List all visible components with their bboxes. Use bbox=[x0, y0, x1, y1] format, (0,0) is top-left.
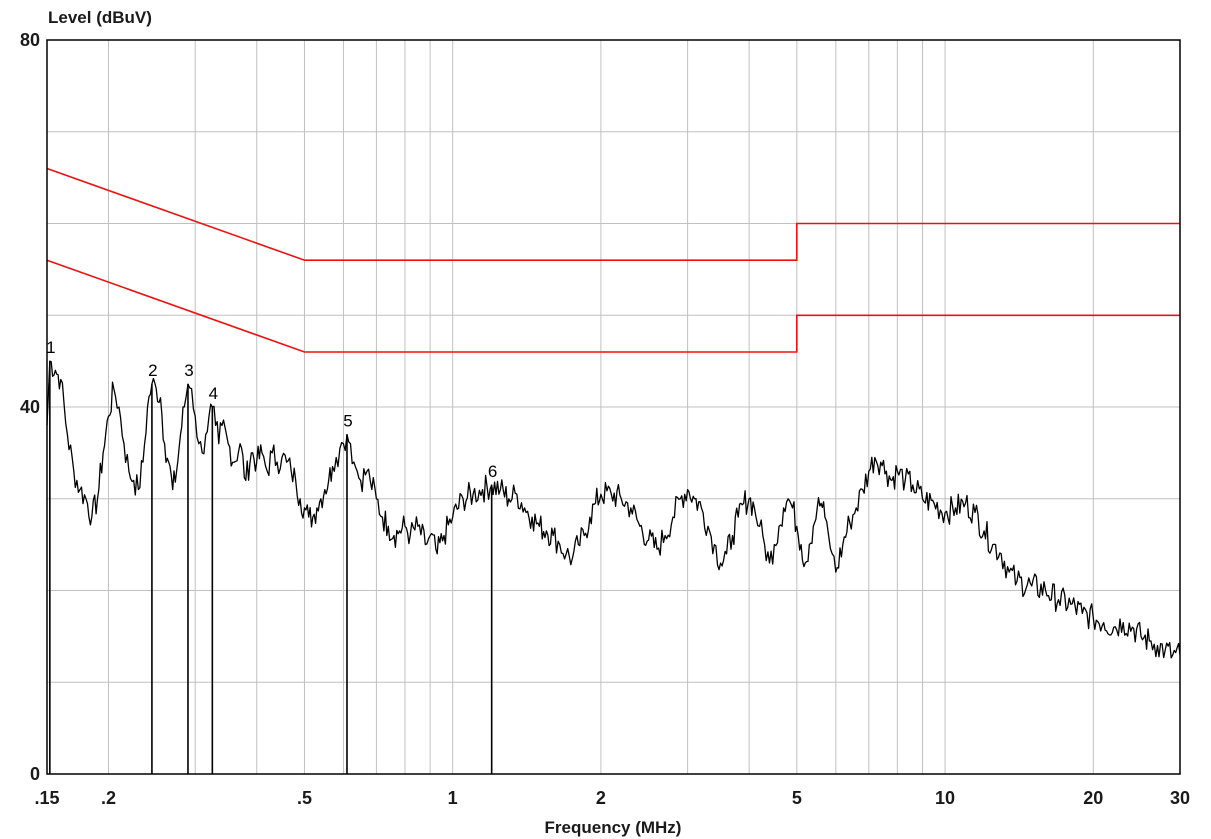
x-tick-label: .2 bbox=[101, 788, 116, 808]
y-tick-labels: 80 40 0 bbox=[20, 30, 40, 784]
y-tick-label: 0 bbox=[30, 764, 40, 784]
plot-frame bbox=[46, 39, 1181, 775]
y-tick-label: 40 bbox=[20, 397, 40, 417]
y-axis-label: Level (dBuV) bbox=[48, 8, 152, 27]
x-tick-label: 2 bbox=[596, 788, 606, 808]
marker-label-2: 2 bbox=[148, 361, 157, 380]
trace-layer bbox=[46, 360, 1181, 659]
x-tick-label: 20 bbox=[1083, 788, 1103, 808]
peak-markers: 1 2 34 5 6 bbox=[46, 338, 497, 774]
marker-label-3: 3 bbox=[184, 361, 193, 380]
x-tick-label: .5 bbox=[297, 788, 312, 808]
limit-line-1 bbox=[46, 167, 1180, 262]
limit-lines bbox=[46, 167, 1180, 353]
x-axis-label: Frequency (MHz) bbox=[545, 818, 682, 837]
x-tick-label: 30 bbox=[1170, 788, 1190, 808]
x-tick-label: 5 bbox=[792, 788, 802, 808]
x-tick-labels: .15 .2 .5 1 2 5 10 20 30 bbox=[34, 788, 1190, 808]
y-tick-label: 80 bbox=[20, 30, 40, 50]
marker-label-1: 1 bbox=[46, 338, 55, 357]
x-tick-label: .15 bbox=[34, 788, 59, 808]
marker-label-5: 5 bbox=[343, 412, 352, 431]
limit-line-2 bbox=[46, 259, 1180, 353]
marker-label-4: 4 bbox=[209, 384, 218, 403]
marker-label-6: 6 bbox=[488, 462, 497, 481]
trace-series-1 bbox=[46, 360, 1181, 659]
x-tick-label: 10 bbox=[935, 788, 955, 808]
x-tick-label: 1 bbox=[448, 788, 458, 808]
